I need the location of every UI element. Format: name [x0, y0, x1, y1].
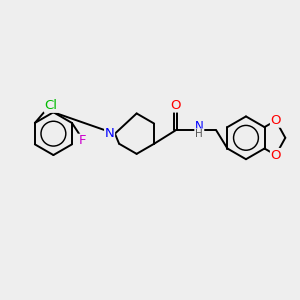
Text: O: O	[271, 114, 281, 127]
Text: H: H	[195, 129, 203, 139]
Text: O: O	[170, 99, 181, 112]
Text: N: N	[105, 127, 115, 140]
Text: F: F	[79, 134, 86, 147]
Text: Cl: Cl	[45, 99, 58, 112]
Text: O: O	[271, 148, 281, 162]
Text: N: N	[195, 120, 204, 133]
